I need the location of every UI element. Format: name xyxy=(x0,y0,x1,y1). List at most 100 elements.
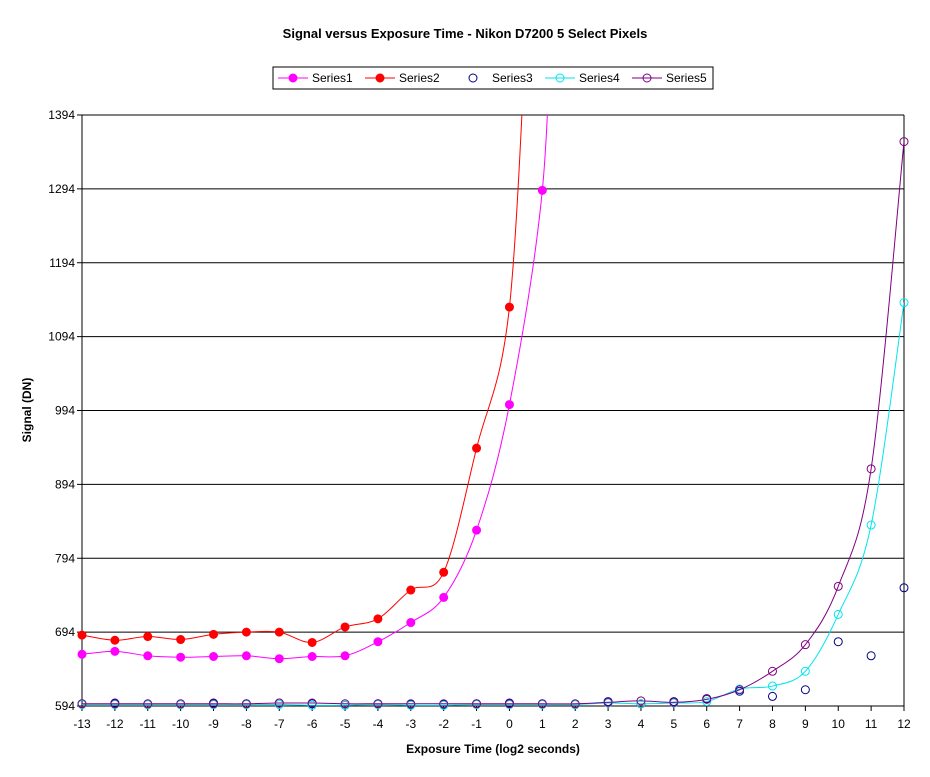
x-tick-label: -9 xyxy=(208,717,219,731)
series1-point xyxy=(143,651,153,661)
legend-box xyxy=(272,66,714,90)
x-tick-label: 5 xyxy=(670,717,677,731)
series1-point xyxy=(209,652,219,662)
series2-point xyxy=(340,622,350,632)
series4-point xyxy=(636,699,646,709)
legend-item-series5: Series5 xyxy=(632,71,707,85)
series2-point xyxy=(274,627,284,637)
series4-point xyxy=(767,681,777,691)
series2-point xyxy=(241,627,251,637)
series5-point xyxy=(176,699,186,709)
series5-point xyxy=(603,697,613,707)
series2-point xyxy=(143,632,153,642)
x-tick-label: -13 xyxy=(73,717,91,731)
x-tick-label: 4 xyxy=(638,717,645,731)
series5-point xyxy=(307,698,317,708)
series5-point xyxy=(143,699,153,709)
series2-point xyxy=(77,630,87,640)
series2-point xyxy=(504,302,514,312)
chart-title: Signal versus Exposure Time - Nikon D720… xyxy=(283,26,648,41)
y-tick-label: 1394 xyxy=(48,108,75,122)
series5-point xyxy=(537,699,547,709)
series5-point xyxy=(241,699,251,709)
x-tick-label: 12 xyxy=(897,717,911,731)
x-tick-label: 0 xyxy=(506,717,513,731)
series5-point xyxy=(274,698,284,708)
legend-label: Series3 xyxy=(492,71,533,85)
series4-point xyxy=(833,609,843,619)
axes xyxy=(81,115,905,711)
x-tick-label: -10 xyxy=(172,717,190,731)
legend-marker xyxy=(375,73,385,83)
series-markers xyxy=(77,137,909,710)
series1-point xyxy=(340,651,350,661)
y-tick-labels: 594 694 794 894 994 1094 1194 1294 1394 xyxy=(48,108,75,713)
legend-marker xyxy=(642,73,652,83)
x-axis-label: Exposure Time (log2 seconds) xyxy=(406,742,580,756)
series5-point xyxy=(767,666,777,676)
series4-point xyxy=(800,666,810,676)
series5-point xyxy=(406,699,416,709)
y-tick-label: 1294 xyxy=(48,182,75,196)
legend: Series1 Series2 Series3 Series4 Series5 xyxy=(272,66,714,90)
series1-point xyxy=(307,652,317,662)
x-tick-label: 9 xyxy=(802,717,809,731)
series5-point xyxy=(669,697,679,707)
x-tick-label: 6 xyxy=(703,717,710,731)
y-tick-label: 1194 xyxy=(49,256,75,270)
series2-point xyxy=(373,614,383,624)
series3-point xyxy=(800,685,810,695)
series2-point xyxy=(209,629,219,639)
series1-point xyxy=(274,654,284,664)
series1-point xyxy=(373,637,383,647)
series2-point xyxy=(110,635,120,645)
series3-point xyxy=(899,583,909,593)
x-tick-labels: -13 -12 -11 -10 -9 -8 -7 -6 -5 -4 -3 -2 -1 0 1 2 3 4 5 6 7 8 9… xyxy=(73,717,911,731)
series5-point xyxy=(899,137,909,147)
series4-point xyxy=(307,700,317,710)
series4-point xyxy=(702,697,712,707)
series2-point xyxy=(439,567,449,577)
series4-point xyxy=(866,520,876,530)
series5-point xyxy=(209,699,219,709)
x-tick-label: -6 xyxy=(307,717,318,731)
series4-line xyxy=(82,302,904,706)
series5-point xyxy=(800,640,810,650)
y-tick-label: 594 xyxy=(55,699,75,713)
legend-item-series2: Series2 xyxy=(365,71,440,85)
legend-item-series1: Series1 xyxy=(278,71,353,85)
y-tick-label: 1094 xyxy=(48,330,75,344)
series5-point xyxy=(504,699,514,709)
legend-marker xyxy=(468,73,478,83)
x-tick-label: 3 xyxy=(605,717,612,731)
legend-label: Series5 xyxy=(666,71,707,85)
series5-point xyxy=(373,699,383,709)
x-tick-label: -2 xyxy=(438,717,449,731)
x-tick-label: -8 xyxy=(241,717,252,731)
series1-point xyxy=(504,400,514,410)
series1-point xyxy=(241,651,251,661)
series5-point xyxy=(77,699,87,709)
x-tick-label: 2 xyxy=(572,717,579,731)
series1-point xyxy=(110,646,120,656)
legend-item-series3: Series3 xyxy=(468,71,533,85)
y-tick-label: 694 xyxy=(55,625,75,639)
series4-point xyxy=(899,298,909,308)
series5-point xyxy=(702,694,712,704)
x-tick-label: 11 xyxy=(865,717,878,731)
series3-point xyxy=(866,651,876,661)
series1-point xyxy=(537,185,547,195)
legend-label: Series1 xyxy=(312,71,353,85)
series3-point xyxy=(833,637,843,647)
x-tick-label: -7 xyxy=(274,717,285,731)
y-tick-label: 994 xyxy=(55,404,75,418)
series1-point xyxy=(439,592,449,602)
series2-point xyxy=(307,637,317,647)
legend-marker xyxy=(555,73,565,83)
y-axis-label: Signal (DN) xyxy=(20,378,34,443)
series2-point xyxy=(472,443,482,453)
series2-point xyxy=(176,635,186,645)
x-tick-label: 10 xyxy=(832,717,846,731)
x-tick-label: -12 xyxy=(106,717,124,731)
series1-point xyxy=(472,525,482,535)
